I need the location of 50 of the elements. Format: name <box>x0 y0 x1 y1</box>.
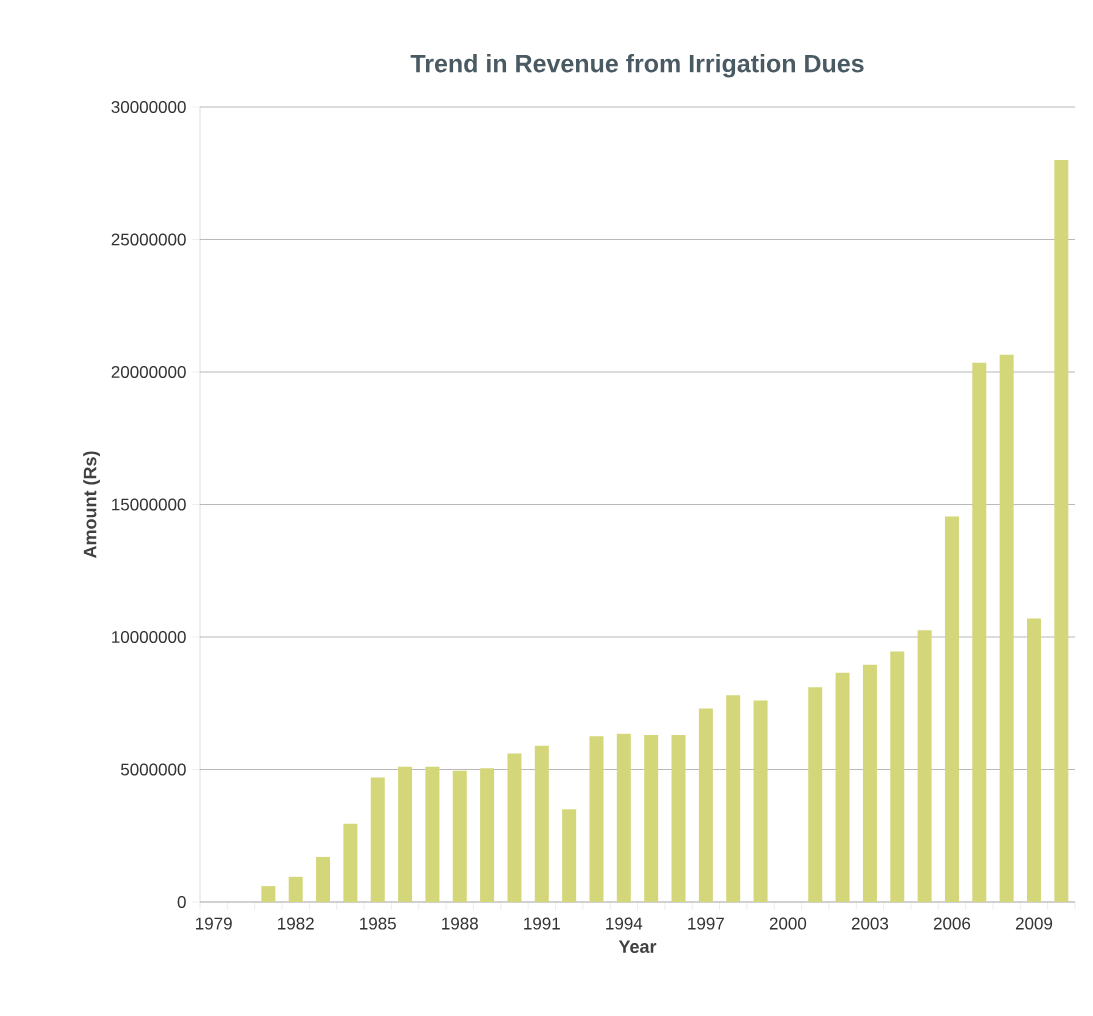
bar <box>425 766 440 902</box>
bar <box>343 823 358 902</box>
bar <box>644 735 659 902</box>
x-tick-label: 1997 <box>688 917 724 930</box>
bar <box>616 733 631 902</box>
y-tick-label: 15000000 <box>112 498 186 511</box>
bar <box>288 876 303 902</box>
y-tick-label: 30000000 <box>111 100 186 114</box>
x-tick-label: 2006 <box>933 917 971 930</box>
bar <box>862 664 877 902</box>
bar <box>562 809 577 902</box>
y-tick-label: 5000000 <box>120 763 186 776</box>
x-tick-label: 1979 <box>196 917 232 930</box>
bar <box>507 753 522 902</box>
y-axis-title: Amount (Rs) <box>83 451 100 559</box>
bar <box>589 736 604 902</box>
bar <box>698 708 713 902</box>
bar <box>452 770 467 902</box>
y-tick-label: 0 <box>177 895 186 909</box>
bar <box>726 695 741 902</box>
x-axis-title: Year <box>618 940 657 953</box>
bar <box>1026 618 1041 902</box>
bar <box>972 362 987 902</box>
bar <box>835 672 850 902</box>
x-tick-label: 1991 <box>524 917 560 930</box>
y-tick-label: 20000000 <box>111 365 186 379</box>
bar <box>1054 159 1069 902</box>
bar <box>316 856 331 902</box>
bar <box>944 516 959 902</box>
x-tick-label: 2003 <box>851 917 889 930</box>
bar <box>398 766 413 902</box>
bar <box>753 700 768 902</box>
y-tick-label: 25000000 <box>111 233 186 246</box>
bar <box>480 768 495 902</box>
x-tick-label: 2009 <box>1015 917 1053 930</box>
x-tick-label: 1982 <box>278 917 314 930</box>
bar <box>534 745 549 902</box>
bar <box>890 651 905 902</box>
bar <box>999 354 1014 902</box>
bar <box>917 630 932 902</box>
bar <box>261 886 276 902</box>
x-tick-label: 1988 <box>442 917 478 930</box>
bar <box>808 687 823 902</box>
x-tick-label: 1994 <box>606 917 643 930</box>
bar <box>370 777 385 902</box>
y-tick-label: 10000000 <box>112 630 186 644</box>
chart-title: Trend in Revenue from Irrigation Dues <box>410 54 864 78</box>
bar <box>671 735 686 902</box>
x-tick-label: 1985 <box>360 917 396 930</box>
x-tick-label: 2000 <box>769 917 807 930</box>
